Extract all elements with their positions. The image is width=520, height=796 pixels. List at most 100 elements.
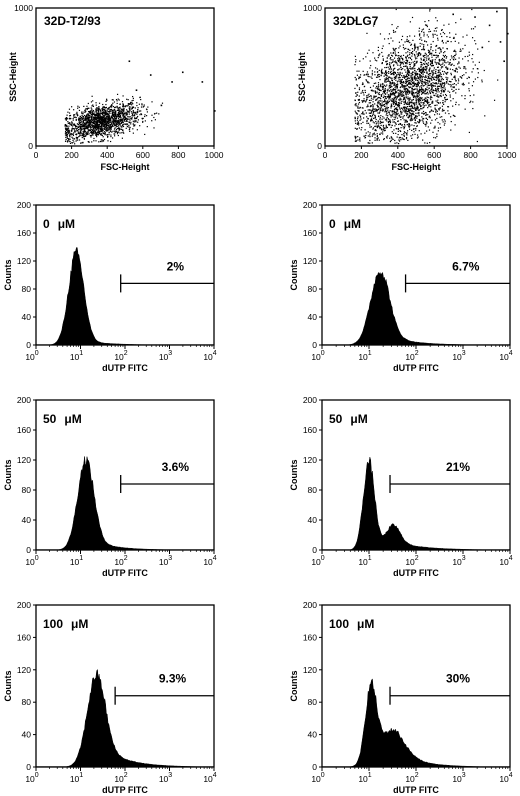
scatter-point	[99, 123, 102, 125]
x-tick-base: 10	[311, 557, 321, 567]
scatter-point	[113, 115, 116, 118]
scatter-point	[400, 80, 403, 82]
plot-frame	[324, 7, 508, 147]
scatter-point	[394, 90, 397, 92]
scatter-point	[101, 130, 103, 132]
scatter-point	[108, 128, 111, 130]
scatter-point	[387, 122, 390, 124]
scatter-point	[98, 107, 100, 109]
scatter-point	[66, 124, 68, 126]
scatter-point	[113, 122, 115, 124]
scatter-point	[413, 95, 416, 97]
scatter-point	[426, 68, 428, 70]
scatter-point	[379, 120, 381, 122]
scatter-point	[422, 69, 425, 71]
scatter-point	[68, 122, 70, 124]
scatter-point	[404, 69, 406, 71]
scatter-point	[85, 132, 87, 134]
scatter-point	[100, 130, 102, 132]
scatter-point	[416, 105, 418, 107]
scatter-point	[99, 118, 102, 120]
histogram-area	[321, 271, 511, 346]
scatter-point	[372, 109, 374, 111]
scatter-point	[400, 127, 402, 129]
scatter-point	[413, 49, 415, 51]
scatter-point	[452, 13, 454, 16]
scatter-point	[399, 76, 401, 79]
scatter-point	[421, 68, 423, 70]
scatter-point	[117, 114, 120, 116]
scatter-point	[437, 85, 439, 87]
scatter-point	[115, 114, 117, 117]
scatter-point	[405, 138, 408, 140]
scatter-point	[411, 113, 413, 115]
scatter-point	[88, 129, 90, 131]
scatter-point	[464, 108, 466, 110]
scatter-point	[115, 131, 117, 133]
scatter-point	[402, 99, 404, 101]
scatter-point	[406, 73, 408, 75]
scatter-point	[418, 30, 420, 32]
scatter-point	[384, 110, 387, 112]
scatter-point	[379, 118, 381, 120]
scatter-point	[97, 107, 99, 109]
scatter-point	[415, 127, 417, 130]
scatter-point	[425, 92, 427, 94]
scatter-point	[449, 62, 451, 64]
scatter-point	[106, 134, 109, 136]
scatter-point	[383, 95, 385, 97]
scatter-point	[105, 100, 107, 102]
scatter-point	[396, 87, 398, 89]
scatter-point	[431, 87, 433, 89]
scatter-point	[414, 107, 416, 109]
scatter-point	[444, 112, 447, 114]
scatter-point	[435, 57, 437, 59]
scatter-point	[398, 123, 400, 126]
scatter-point	[376, 98, 379, 100]
scatter-point	[458, 88, 460, 90]
scatter-point	[74, 131, 76, 133]
scatter-point	[406, 134, 408, 136]
scatter-point	[403, 107, 405, 109]
scatter-point	[101, 134, 103, 137]
scatter-point	[405, 110, 407, 113]
x-tick-exponent: 4	[213, 350, 217, 357]
concentration-unit: μM	[71, 617, 88, 631]
scatter-point	[97, 134, 100, 136]
scatter-point	[127, 110, 129, 112]
scatter-point	[377, 56, 379, 59]
scatter-point	[67, 127, 69, 129]
scatter-point	[75, 134, 78, 136]
scatter-point	[388, 42, 390, 45]
scatter-point	[411, 79, 414, 81]
scatter-point	[80, 122, 82, 124]
scatter-point	[100, 127, 102, 129]
scatter-point	[411, 16, 414, 19]
scatter-point	[399, 123, 402, 125]
scatter-point	[107, 129, 109, 131]
scatter-point	[402, 126, 404, 128]
scatter-point	[387, 118, 390, 120]
scatter-point	[115, 116, 117, 118]
scatter-point	[120, 110, 122, 112]
scatter-point	[452, 69, 454, 71]
scatter-point	[432, 100, 434, 102]
scatter-point	[446, 40, 449, 42]
scatter-point	[385, 66, 388, 69]
x-tick-exponent: 2	[415, 772, 419, 779]
scatter-point	[367, 135, 369, 137]
scatter-point	[436, 101, 438, 103]
scatter-point	[89, 114, 91, 117]
scatter-point	[388, 113, 391, 115]
scatter-point	[66, 140, 69, 142]
scatter-point	[406, 81, 408, 83]
scatter-point	[131, 106, 133, 108]
scatter-point	[108, 115, 111, 117]
scatter-point	[371, 116, 373, 118]
scatter-point	[435, 30, 437, 32]
scatter-point	[361, 100, 363, 102]
scatter-point	[79, 134, 81, 136]
scatter-point	[463, 74, 465, 76]
scatter-point	[377, 109, 379, 111]
